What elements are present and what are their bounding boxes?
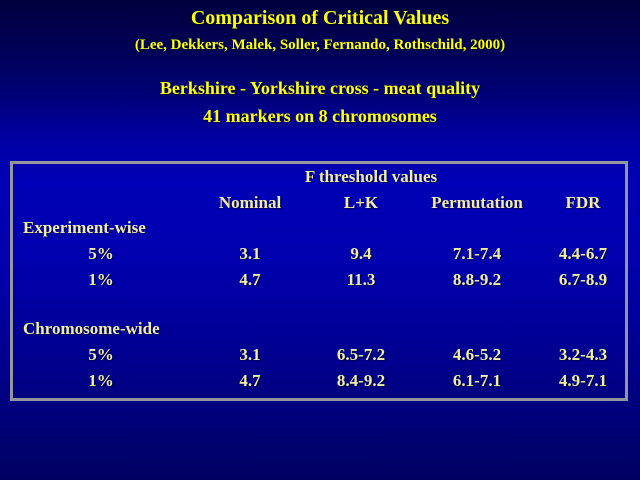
table-cell: 4.7 (239, 270, 261, 289)
table-cell: 6.1-7.1 (452, 371, 502, 390)
table-title: F threshold values (304, 167, 438, 186)
table-cell: 4.4-6.7 (558, 244, 608, 263)
table-row: 1% 4.7 11.3 8.8-9.2 6.7-8.9 (13, 267, 625, 293)
row-label-1pct: 1% (88, 371, 114, 390)
table-cell: 3.2-4.3 (558, 345, 608, 364)
table-row: 5% 3.1 6.5-7.2 4.6-5.2 3.2-4.3 (13, 342, 625, 368)
subtitle-line-1: Berkshire - Yorkshire cross - meat quali… (159, 78, 481, 98)
section-label-experiment-wise: Experiment-wise (23, 218, 146, 237)
table-row: 1% 4.7 8.4-9.2 6.1-7.1 4.9-7.1 (13, 368, 625, 394)
table-cell: 4.6-5.2 (452, 345, 502, 364)
column-header-nominal: Nominal (218, 193, 282, 212)
table-title-row: F threshold values (13, 164, 625, 190)
table-cell: 11.3 (346, 270, 376, 289)
spacer-row (13, 293, 625, 316)
column-header-permutation: Permutation (431, 193, 523, 212)
row-label-5pct: 5% (88, 345, 114, 364)
table-cell: 3.1 (239, 244, 261, 263)
section-row-experiment-wise: Experiment-wise (13, 215, 625, 241)
column-header-lk: L+K (343, 193, 379, 212)
column-header-fdr: FDR (565, 193, 601, 212)
table-cell: 9.4 (350, 244, 372, 263)
table-cell: 8.8-9.2 (452, 270, 502, 289)
section-label-chromosome-wide: Chromosome-wide (23, 319, 160, 338)
table-header-row: Nominal L+K Permutation FDR (13, 190, 625, 215)
row-label-5pct: 5% (88, 244, 114, 263)
row-label-1pct: 1% (88, 270, 114, 289)
table-cell: 4.7 (239, 371, 261, 390)
table-cell: 6.7-8.9 (558, 270, 608, 289)
table-cell: 8.4-9.2 (336, 371, 386, 390)
table-cell: 7.1-7.4 (452, 244, 502, 263)
table-cell: 4.9-7.1 (558, 371, 608, 390)
table-cell: 3.1 (239, 345, 261, 364)
citation-line: (Lee, Dekkers, Malek, Soller, Fernando, … (134, 37, 506, 53)
table-cell: 6.5-7.2 (336, 345, 386, 364)
section-row-chromosome-wide: Chromosome-wide (13, 316, 625, 342)
table-row: 5% 3.1 9.4 7.1-7.4 4.4-6.7 (13, 241, 625, 267)
threshold-table: F threshold values Nominal L+K Permutati… (10, 161, 628, 401)
subtitle-line-2: 41 markers on 8 chromosomes (203, 106, 437, 126)
page-title: Comparison of Critical Values (190, 7, 450, 29)
